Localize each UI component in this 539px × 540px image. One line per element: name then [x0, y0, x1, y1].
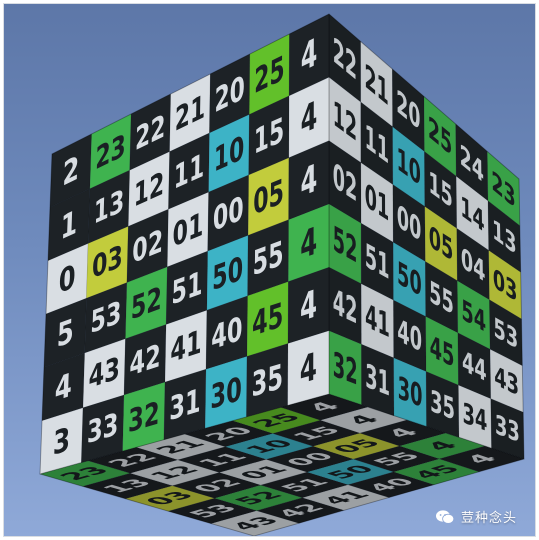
tile-label: 35 — [251, 356, 283, 405]
tile-label: 4 — [301, 92, 318, 143]
wechat-icon — [435, 509, 455, 524]
tile-label: 0 — [58, 257, 76, 301]
textured-cube[interactable]: 2322212025413121110154030201000545352515… — [4, 4, 535, 536]
tile-label: 4 — [300, 218, 317, 268]
tile-label: 30 — [210, 369, 242, 417]
tile-label: 30 — [398, 370, 423, 415]
tile-label: 5 — [56, 311, 74, 355]
tile-label: 4 — [301, 29, 318, 81]
watermark: 荳种念头 — [435, 507, 517, 526]
tile-label: 2 — [62, 148, 80, 193]
bottom-face: 2322212025413121110154030201000545352515… — [38, 393, 526, 536]
watermark-text: 荳种念头 — [460, 511, 517, 526]
tile-label: 3 — [52, 420, 70, 463]
tile-label: 4 — [300, 344, 317, 393]
tile-label: 31 — [365, 357, 390, 404]
tile-label: 1 — [60, 203, 78, 248]
tile-white — [287, 330, 330, 406]
tile-label: 32 — [333, 343, 358, 393]
viewport-background: 23 22 21 20 25 4 13 12 11 10 15 4 03 02 01 00 05 4 53 52 51 5… — [3, 3, 536, 537]
tile-black — [490, 398, 525, 460]
cube-edges — [39, 13, 525, 536]
tile-label: 4 — [54, 366, 72, 409]
tile-label: 4 — [300, 281, 317, 331]
tile-label: 4 — [300, 155, 317, 206]
front-face: 2 23 22 21 20 25 41 13 12 11 10 15 40 03 02 01 00 05 45 53 5… — [39, 13, 330, 475]
